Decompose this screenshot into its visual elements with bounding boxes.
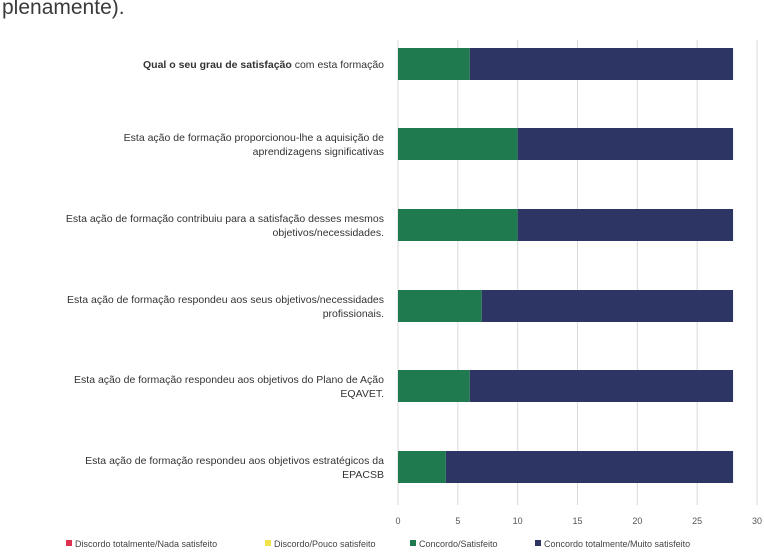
legend: Discordo totalmente/Nada satisfeito Disco…: [66, 539, 690, 549]
gridlines: [397, 40, 758, 505]
legend-swatch-concordo: [410, 540, 416, 546]
bar-row6-concordo: [398, 451, 446, 483]
category-label-row2-line2: aprendizagens significativas: [253, 146, 384, 158]
category-label-bold-part: Qual o seu grau de satisfação: [143, 59, 292, 71]
bar-row4-concordo-totalmente: [481, 290, 734, 322]
category-label-row1-line1: Qual o seu grau de satisfação com esta f…: [143, 59, 384, 71]
bar-row3-concordo: [398, 209, 518, 241]
legend-swatch-discordo-totalmente: [66, 540, 72, 546]
bars: [398, 48, 734, 483]
category-label-row5-line1: Esta ação de formação respondeu aos obje…: [74, 374, 384, 386]
x-tick-label-30: 30: [752, 516, 762, 526]
category-label-row6-line2: EPACSB: [342, 469, 384, 481]
x-tick-label-0: 0: [395, 516, 400, 526]
legend-label-discordo: Discordo/Pouco satisfeito: [274, 539, 376, 549]
x-tick-label-10: 10: [513, 516, 523, 526]
category-label-row4-line2: profissionais.: [323, 308, 384, 320]
category-labels: Qual o seu grau de satisfação com esta f…: [66, 59, 384, 481]
bar-row5-concordo-totalmente: [469, 370, 734, 402]
bar-row5-concordo: [398, 370, 470, 402]
legend-label-concordo: Concordo/Satisfeito: [419, 539, 498, 549]
bar-row2-concordo: [398, 128, 518, 160]
x-tick-label-20: 20: [632, 516, 642, 526]
x-tick-label-15: 15: [572, 516, 582, 526]
bar-row1-concordo: [398, 48, 470, 80]
x-tick-label-25: 25: [692, 516, 702, 526]
legend-label-concordo-totalmente: Concordo totalmente/Muito satisfeito: [544, 539, 690, 549]
x-tick-label-5: 5: [455, 516, 460, 526]
bar-row1-concordo-totalmente: [469, 48, 734, 80]
legend-swatch-concordo-totalmente: [535, 540, 541, 546]
legend-swatch-discordo: [265, 540, 271, 546]
category-label-row4-line1: Esta ação de formação respondeu aos seus…: [67, 294, 384, 306]
bar-row4-concordo: [398, 290, 482, 322]
bar-row2-concordo-totalmente: [517, 128, 734, 160]
bar-row6-concordo-totalmente: [445, 451, 734, 483]
category-label-row3-line2: objetivos/necessidades.: [273, 227, 385, 239]
bar-row3-concordo-totalmente: [517, 209, 734, 241]
category-label-row5-line2: EQAVET.: [340, 388, 384, 400]
category-label-row2-line1: Esta ação de formação proporcionou-lhe a…: [124, 132, 384, 144]
heading-fragment: plenamente).: [2, 0, 125, 19]
x-axis-ticks: 0 5 10 15 20 25 30: [395, 516, 762, 526]
category-label-normal-part: com esta formação: [292, 59, 384, 71]
category-label-row3-line1: Esta ação de formação contribuiu para a …: [66, 213, 384, 225]
legend-label-discordo-totalmente: Discordo totalmente/Nada satisfeito: [75, 539, 217, 549]
category-label-row6-line1: Esta ação de formação respondeu aos obje…: [85, 455, 384, 467]
